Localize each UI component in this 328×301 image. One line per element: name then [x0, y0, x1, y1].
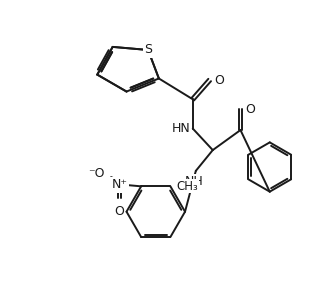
Text: NH: NH — [185, 175, 204, 188]
Text: CH₃: CH₃ — [176, 180, 198, 193]
Text: O: O — [115, 205, 125, 218]
Text: O: O — [214, 73, 224, 86]
Text: S: S — [144, 43, 152, 57]
Text: HN: HN — [172, 122, 191, 135]
Text: O: O — [245, 103, 255, 116]
Text: N⁺: N⁺ — [112, 178, 128, 191]
Text: ⁻O: ⁻O — [89, 167, 105, 180]
